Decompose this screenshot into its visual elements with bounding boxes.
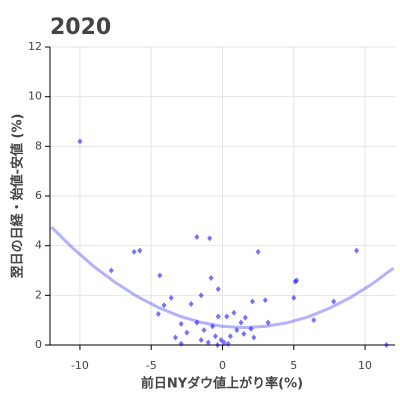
point <box>311 317 317 324</box>
point <box>108 267 114 274</box>
y-tick-label: 4 <box>35 239 42 252</box>
point <box>212 333 218 340</box>
point <box>198 337 204 344</box>
point <box>194 319 200 326</box>
point <box>157 272 163 279</box>
point <box>241 330 247 337</box>
point <box>184 329 190 336</box>
y-tick-label: 2 <box>35 288 42 301</box>
point <box>291 294 297 301</box>
point <box>262 297 268 304</box>
point <box>178 320 184 327</box>
point <box>208 274 214 281</box>
point <box>210 323 216 330</box>
point <box>215 342 221 348</box>
x-tick-label: 0 <box>219 359 226 372</box>
x-axis-label: 前日NYダウ値上がり率(%) <box>141 376 303 392</box>
point <box>178 340 184 347</box>
y-tick-label: 10 <box>28 90 42 103</box>
y-tick-label: 6 <box>35 189 42 202</box>
point <box>227 333 233 340</box>
point <box>242 314 248 321</box>
point <box>137 247 143 254</box>
point <box>221 339 227 346</box>
point <box>77 138 83 145</box>
point <box>225 340 231 347</box>
point <box>168 294 174 301</box>
point <box>201 327 207 334</box>
point <box>354 247 360 254</box>
point <box>383 342 389 348</box>
y-tick-label: 8 <box>35 139 42 152</box>
chart-title: 2020 <box>50 15 111 40</box>
point <box>205 339 211 346</box>
point <box>231 309 237 316</box>
point <box>194 233 200 240</box>
point <box>198 292 204 299</box>
point <box>292 278 298 285</box>
point <box>234 327 240 334</box>
y-axis-label: 翌日の日経・始値-安値 (%) <box>10 114 26 279</box>
point <box>265 319 271 326</box>
x-tick-label: 10 <box>358 359 372 372</box>
point <box>188 301 194 308</box>
point <box>248 325 254 332</box>
point <box>238 319 244 326</box>
point <box>215 313 221 320</box>
point <box>161 302 167 309</box>
point <box>172 334 178 341</box>
fit-curve <box>50 225 395 330</box>
x-tick-label: -5 <box>146 359 157 372</box>
point <box>331 298 337 305</box>
y-tick-label: 0 <box>35 338 42 351</box>
point <box>255 248 261 255</box>
y-tick-label: 12 <box>28 40 42 53</box>
point <box>224 313 230 320</box>
point <box>215 286 221 293</box>
x-tick-label: 5 <box>290 359 297 372</box>
x-tick-label: -10 <box>71 359 89 372</box>
point <box>207 235 213 242</box>
point <box>251 334 257 341</box>
point <box>131 248 137 255</box>
point <box>155 310 161 317</box>
point <box>249 298 255 305</box>
